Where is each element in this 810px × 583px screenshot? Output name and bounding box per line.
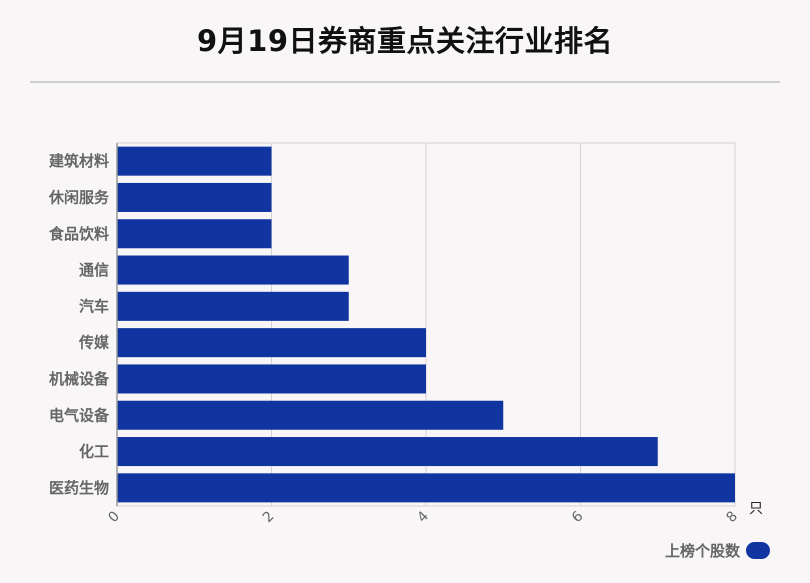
bar: [117, 437, 658, 467]
category-label: 建筑材料: [49, 152, 109, 170]
chart-title: 9月19日券商重点关注行业排名: [196, 24, 614, 58]
title-divider: [30, 81, 780, 83]
category-label: 通信: [79, 261, 109, 279]
bar: [117, 182, 272, 212]
x-tick-label: 0: [105, 508, 123, 526]
legend-label: 上榜个股数: [664, 542, 740, 560]
category-label: 传媒: [78, 334, 110, 352]
category-label: 汽车: [79, 297, 109, 315]
bar: [117, 146, 272, 176]
legend[interactable]: 上榜个股数: [665, 540, 770, 561]
x-tick-label: 4: [414, 508, 432, 526]
x-tick-label: 2: [260, 508, 278, 526]
x-tick-label: 6: [569, 508, 587, 526]
x-unit-label: 只: [749, 501, 763, 517]
bar: [117, 255, 349, 285]
category-label: 机械设备: [49, 370, 110, 388]
bar: [117, 328, 426, 358]
bar: [117, 364, 426, 394]
category-label: 化工: [79, 443, 109, 461]
legend-swatch: [746, 542, 770, 559]
bar: [117, 473, 735, 503]
category-label: 食品饮料: [49, 225, 109, 243]
bar: [117, 219, 272, 249]
category-label: 医药生物: [49, 479, 109, 497]
x-tick-label: 8: [723, 508, 741, 526]
category-label: 电气设备: [49, 406, 110, 424]
category-label: 休闲服务: [48, 188, 110, 206]
bar: [117, 291, 349, 321]
bar: [117, 400, 504, 430]
